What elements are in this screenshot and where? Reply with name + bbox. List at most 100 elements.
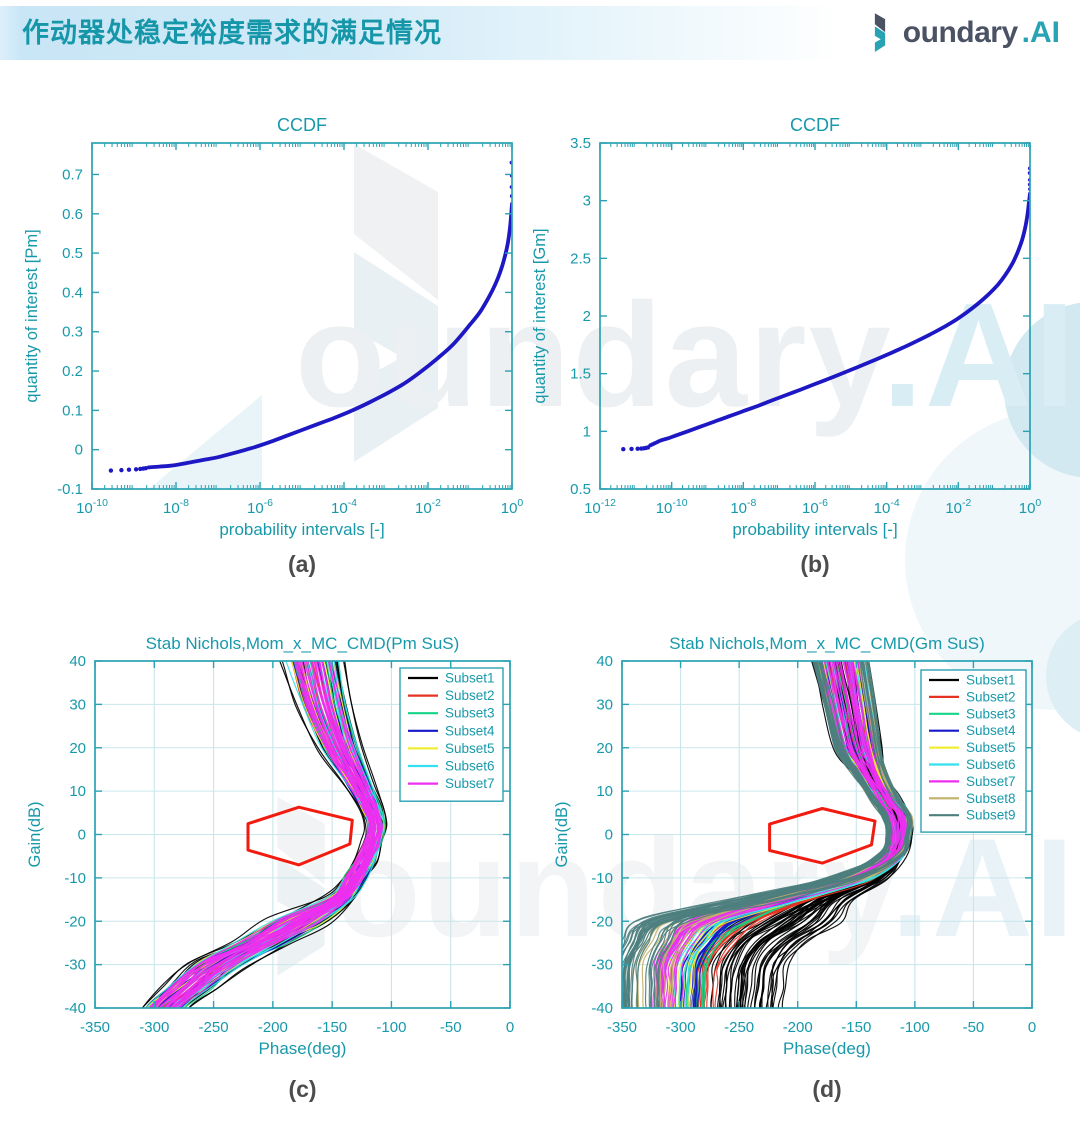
legend-item: Subset9 — [929, 808, 1016, 823]
svg-text:-30: -30 — [591, 957, 613, 974]
legend-item: Subset8 — [929, 791, 1016, 806]
svg-text:10: 10 — [69, 783, 86, 800]
svg-text:-150: -150 — [841, 1019, 871, 1036]
logo-mark-icon — [861, 8, 899, 58]
a-axes-box — [91, 142, 513, 490]
svg-text:0.7: 0.7 — [62, 166, 83, 183]
svg-text:-10: -10 — [591, 870, 613, 887]
svg-text:0.5: 0.5 — [570, 481, 591, 498]
c-exclusion-hexagon — [246, 805, 354, 867]
legend-item: Subset3 — [408, 706, 495, 721]
svg-text:-150: -150 — [317, 1019, 347, 1036]
svg-text:100: 100 — [1019, 497, 1042, 517]
svg-text:-100: -100 — [376, 1019, 406, 1036]
legend-item: Subset6 — [408, 759, 495, 774]
svg-text:0: 0 — [78, 827, 86, 844]
legend-item: Subset3 — [929, 706, 1016, 721]
watermark-text-row: oundary.AI — [295, 282, 1077, 430]
svg-text:40: 40 — [596, 653, 613, 670]
chart-d: -350 -300 -250 -200 -150 -100 -50 0-40-30-20-10… — [553, 634, 1036, 1102]
svg-text:30: 30 — [596, 696, 613, 713]
d-title: Stab Nichols,Mom_x_MC_CMD(Gm SuS) — [669, 634, 985, 653]
a-title: CCDF — [277, 115, 327, 135]
b-plot-area — [621, 166, 1030, 452]
b-xlabel: probability intervals [-] — [732, 520, 897, 539]
svg-text:-350: -350 — [80, 1019, 110, 1036]
svg-text:-10: -10 — [64, 870, 86, 887]
svg-text:Subset1: Subset1 — [966, 673, 1016, 688]
svg-text:-100: -100 — [900, 1019, 930, 1036]
c-plot-area — [141, 661, 388, 1008]
svg-text:10-10: 10-10 — [76, 497, 108, 517]
a-caption: (a) — [288, 551, 316, 577]
svg-text:-200: -200 — [783, 1019, 813, 1036]
watermark-text: oundary — [295, 273, 882, 438]
svg-text:-40: -40 — [591, 1000, 613, 1017]
legend-item: Subset1 — [929, 673, 1016, 688]
svg-text:10-12: 10-12 — [584, 497, 616, 517]
svg-text:-250: -250 — [199, 1019, 229, 1036]
svg-text:Subset5: Subset5 — [966, 740, 1016, 755]
svg-text:0: 0 — [506, 1019, 514, 1036]
svg-text:10-8: 10-8 — [730, 497, 756, 517]
a-axis-ticks: 10-10 10-8 10-6 10-4 10-2 100 -0.1 0 0.1 0.2 0.3 0.… — [57, 143, 523, 517]
svg-text:Subset8: Subset8 — [966, 791, 1016, 806]
svg-text:0.4: 0.4 — [62, 284, 83, 301]
watermark-suffix: .AI — [890, 809, 1076, 966]
svg-text:-40: -40 — [64, 1000, 86, 1017]
svg-text:1.5: 1.5 — [570, 366, 591, 383]
a-plot-area — [108, 160, 512, 473]
svg-text:-300: -300 — [666, 1019, 696, 1036]
chart-c: -350 -300 -250 -200 -150 -100 -50 0-40-30-20-10… — [26, 634, 514, 1102]
svg-text:10-6: 10-6 — [247, 497, 273, 517]
svg-text:Subset7: Subset7 — [966, 774, 1016, 789]
svg-text:-30: -30 — [64, 957, 86, 974]
svg-text:0.6: 0.6 — [62, 206, 83, 223]
c-caption: (c) — [288, 1076, 316, 1102]
legend-item: Subset7 — [929, 774, 1016, 789]
svg-text:-200: -200 — [258, 1019, 288, 1036]
svg-text:Subset1: Subset1 — [445, 671, 495, 686]
svg-text:Subset5: Subset5 — [445, 741, 495, 756]
d-plot-area — [622, 661, 914, 1008]
svg-text:-20: -20 — [591, 913, 613, 930]
svg-text:-350: -350 — [607, 1019, 637, 1036]
page-title: 作动器处稳定裕度需求的满足情况 — [22, 18, 442, 48]
legend-item: Subset1 — [408, 671, 495, 686]
svg-text:2: 2 — [583, 308, 591, 325]
svg-text:0.2: 0.2 — [62, 363, 83, 380]
c-xlabel: Phase(deg) — [259, 1039, 347, 1058]
svg-text:30: 30 — [69, 696, 86, 713]
svg-text:Subset9: Subset9 — [966, 808, 1016, 823]
svg-text:10-10: 10-10 — [656, 497, 688, 517]
legend-item: Subset2 — [408, 688, 495, 703]
d-exclusion-hexagon — [768, 807, 877, 865]
legend-item: Subset4 — [929, 723, 1016, 738]
svg-text:0: 0 — [75, 442, 83, 459]
svg-text:10-2: 10-2 — [945, 497, 971, 517]
svg-text:10-6: 10-6 — [802, 497, 828, 517]
c-legend: Subset1 Subset2 Subset3 Subset4 Subset5 Subse… — [399, 667, 504, 802]
header-bar: 作动器处稳定裕度需求的满足情况 — [0, 6, 1080, 60]
svg-text:3.5: 3.5 — [570, 135, 591, 152]
logo-text: oundary — [902, 16, 1018, 49]
watermark-circle — [1046, 619, 1080, 733]
svg-text:Subset2: Subset2 — [966, 689, 1016, 704]
legend-item: Subset5 — [929, 740, 1016, 755]
a-ylabel: quantity of interest [Pm] — [23, 229, 41, 402]
svg-text:0.3: 0.3 — [62, 324, 83, 341]
legend-item: Subset7 — [408, 776, 495, 791]
watermark-circle — [1004, 302, 1080, 478]
svg-text:0: 0 — [605, 827, 613, 844]
svg-text:Subset7: Subset7 — [445, 776, 495, 791]
legend-item: Subset6 — [929, 757, 1016, 772]
svg-text:2.5: 2.5 — [570, 250, 591, 267]
svg-text:Subset6: Subset6 — [445, 759, 495, 774]
c-ylabel: Gain(dB) — [26, 801, 44, 867]
legend-item: Subset5 — [408, 741, 495, 756]
svg-text:-50: -50 — [963, 1019, 985, 1036]
d-ylabel: Gain(dB) — [553, 801, 571, 867]
svg-text:10: 10 — [596, 783, 613, 800]
